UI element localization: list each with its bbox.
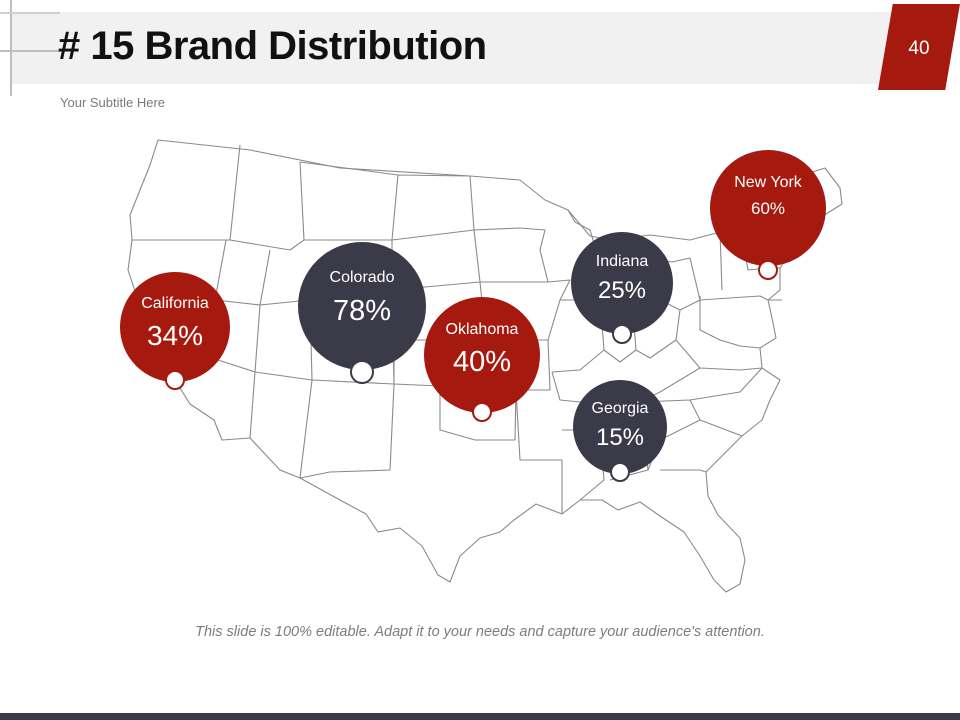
bubble-oklahoma: Oklahoma 40% [424, 297, 540, 413]
bubble-new-york: New York 60% [710, 150, 826, 266]
location-name: Georgia [591, 400, 649, 417]
location-value: 25% [597, 277, 647, 304]
corner-line-top [0, 12, 60, 14]
location-name: Colorado [329, 269, 395, 286]
slide-title: # 15 Brand Distribution [58, 24, 487, 68]
location-name: Indiana [595, 253, 649, 270]
bubble-georgia: Georgia 15% [573, 380, 667, 474]
pin-oklahoma [472, 402, 492, 422]
corner-line-horizontal [0, 50, 60, 52]
page-number-badge [878, 4, 960, 90]
bottom-bar [0, 713, 960, 720]
location-name: New York [734, 174, 802, 191]
slide-footer: This slide is 100% editable. Adapt it to… [195, 624, 765, 640]
bubble-indiana: Indiana 25% [571, 232, 673, 334]
pin-indiana [612, 324, 632, 344]
pin-new-york [758, 260, 778, 280]
location-value: 15% [595, 424, 645, 451]
bubble-california: California 34% [120, 272, 230, 382]
location-value: 40% [452, 346, 512, 378]
location-value: 34% [146, 320, 204, 351]
pin-colorado [350, 360, 374, 384]
title-bar [10, 12, 910, 84]
pin-california [165, 370, 185, 390]
corner-line-vertical [10, 0, 12, 96]
bubble-colorado: Colorado 78% [298, 242, 426, 370]
location-name: California [141, 295, 209, 312]
location-value: 60% [750, 199, 786, 218]
slide-subtitle: Your Subtitle Here [60, 95, 166, 110]
location-name: Oklahoma [445, 321, 519, 338]
page-number: 40 [908, 38, 930, 59]
pin-georgia [610, 462, 630, 482]
location-value: 78% [332, 295, 392, 327]
